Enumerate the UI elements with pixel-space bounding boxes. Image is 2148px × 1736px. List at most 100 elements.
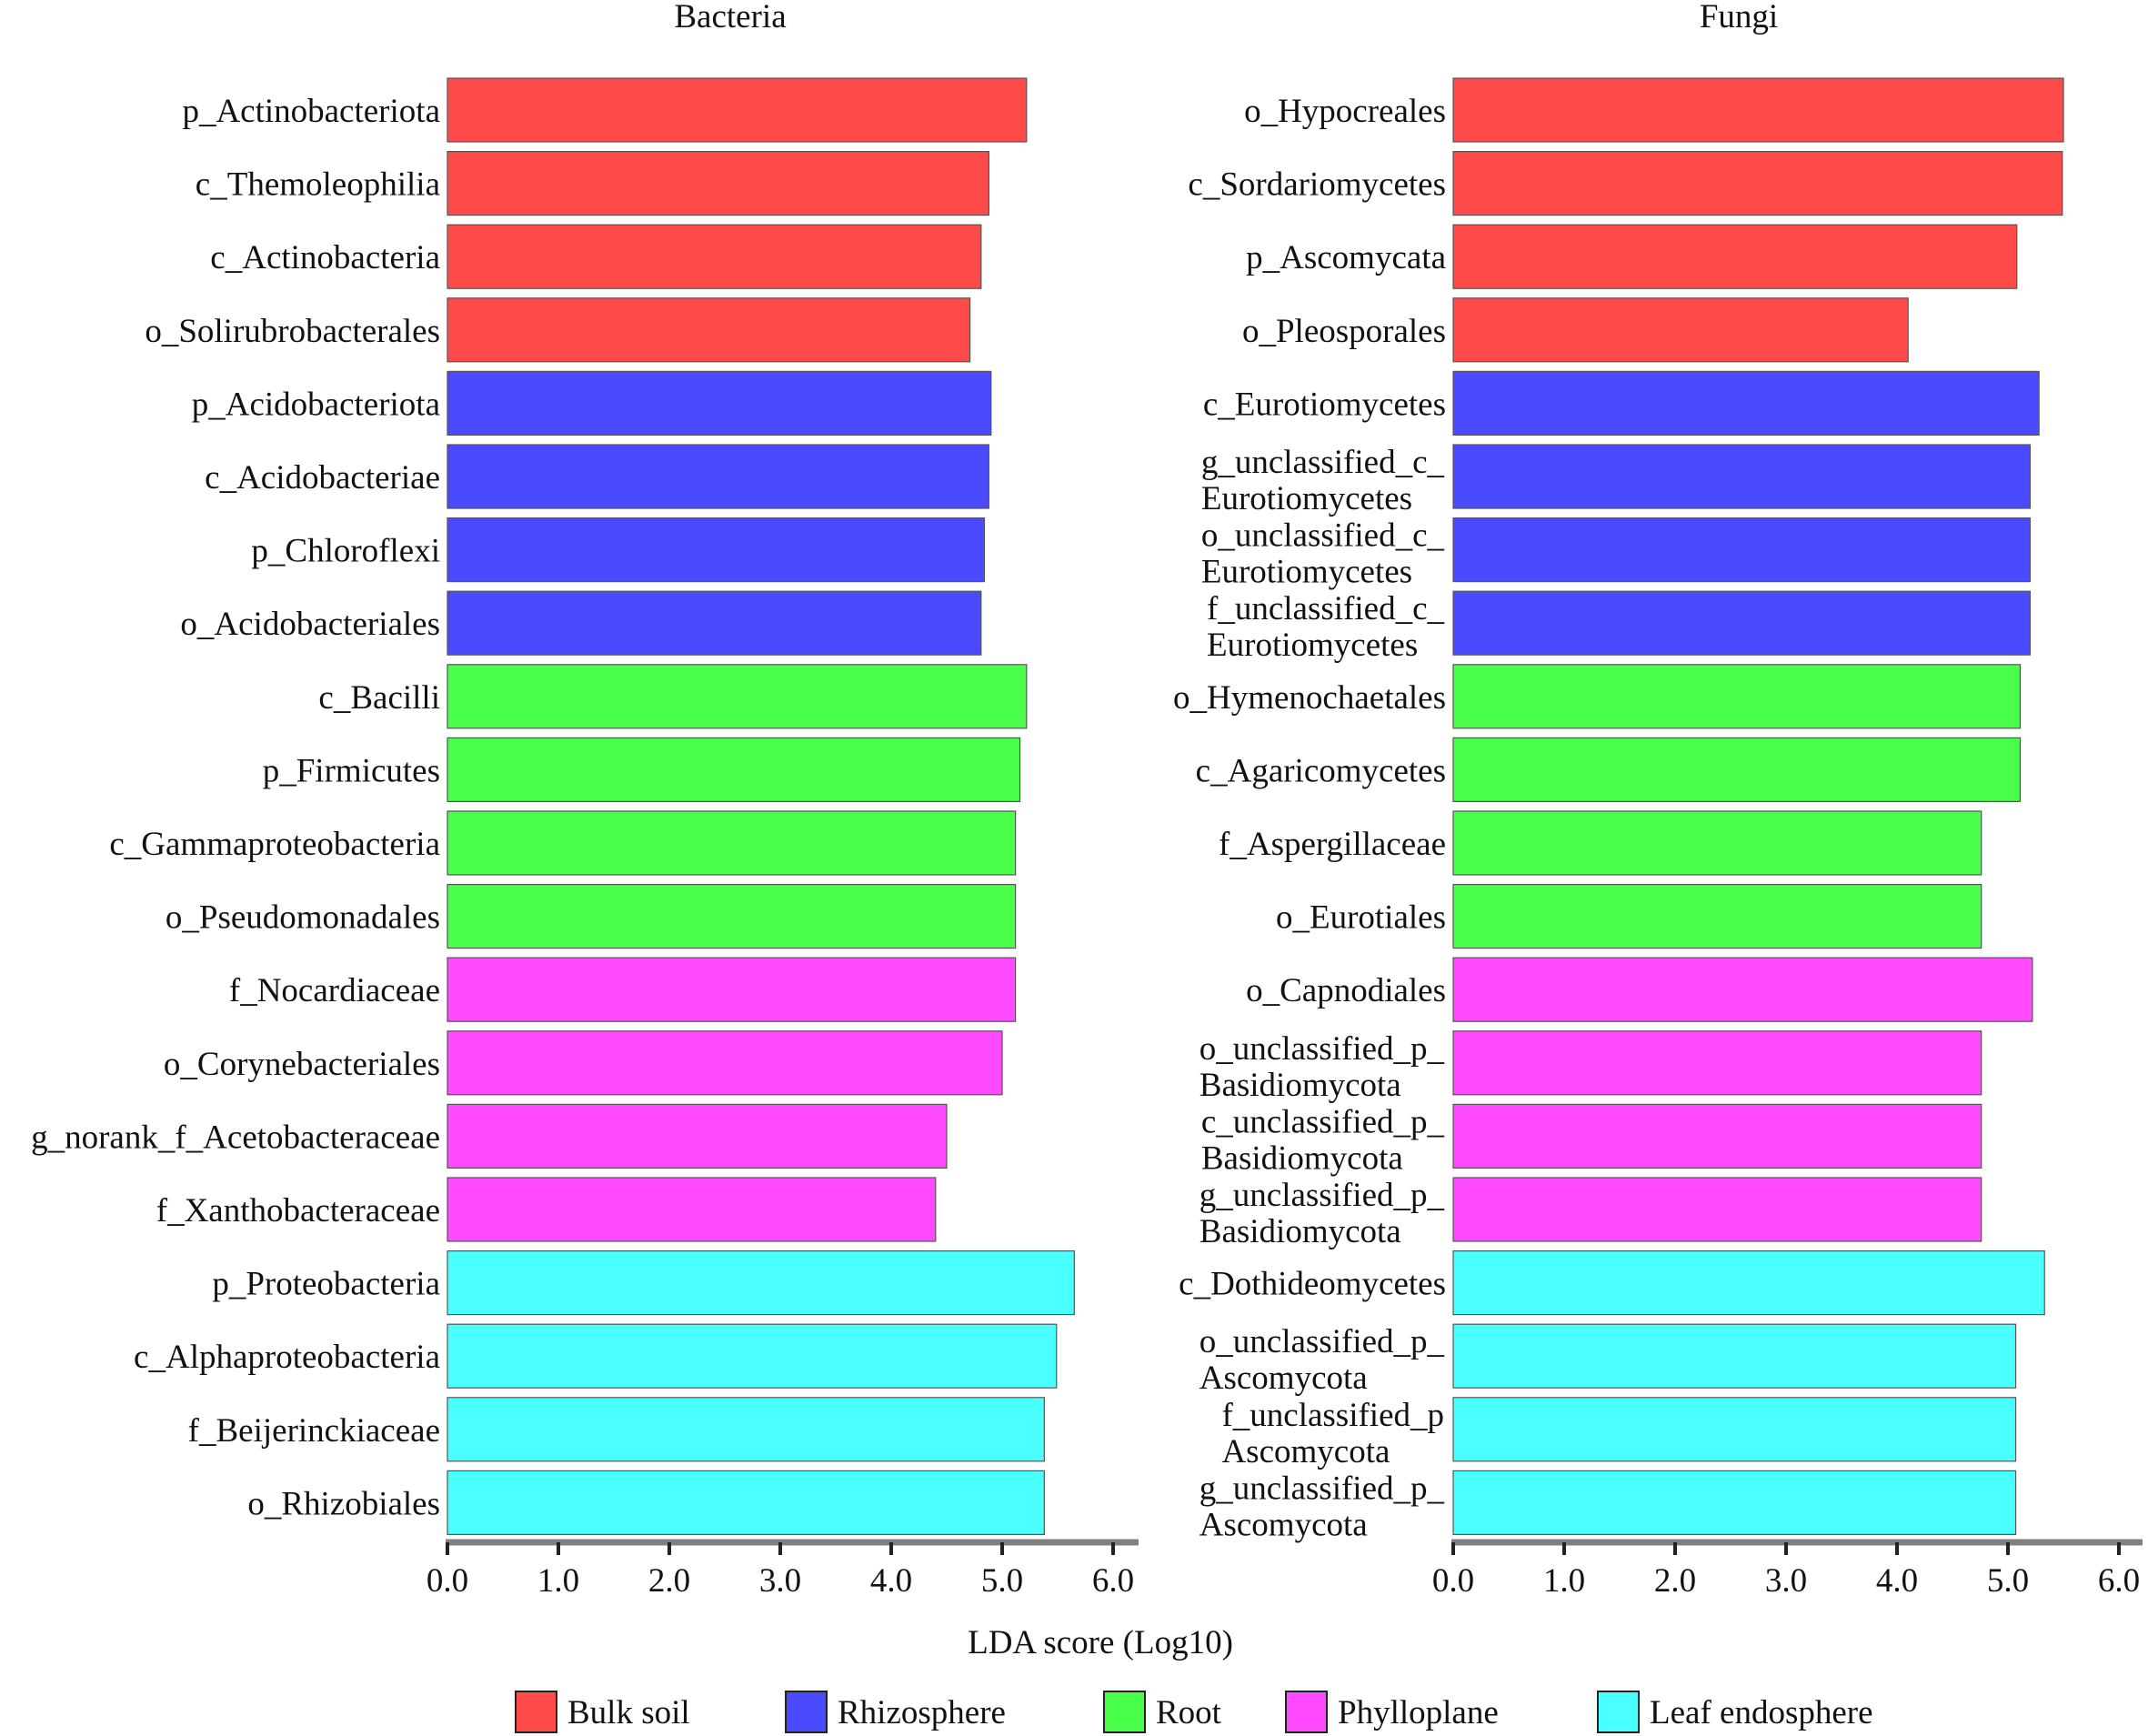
category-label: c_Gammaproteobacteria bbox=[109, 826, 440, 863]
bar bbox=[447, 957, 1017, 1022]
chart-title: Bacteria bbox=[674, 0, 786, 35]
bar bbox=[1452, 1103, 1982, 1169]
bar bbox=[1452, 517, 2032, 583]
bar bbox=[1452, 590, 2032, 656]
bar bbox=[447, 444, 989, 509]
bar bbox=[1452, 224, 2018, 289]
category-label: f_Beijerinckiaceae bbox=[188, 1412, 440, 1450]
category-label: f_unclassified_c_ bbox=[1207, 590, 1444, 627]
category-label: g_unclassified_c_ bbox=[1201, 444, 1445, 481]
category-label: c_Dothideomycetes bbox=[1179, 1266, 1446, 1303]
legend-label-bulk: Bulk soil bbox=[567, 1694, 690, 1731]
category-label: c_Alphaproteobacteria bbox=[134, 1339, 440, 1376]
category-label: Eurotiomycetes bbox=[1201, 480, 1412, 517]
category-label: Ascomycota bbox=[1221, 1433, 1390, 1470]
legend-swatch-phyllo bbox=[1285, 1691, 1328, 1733]
category-label: c_Actinobacteria bbox=[210, 239, 440, 276]
chart-title: Fungi bbox=[1700, 0, 1778, 35]
bar bbox=[447, 297, 971, 363]
bar bbox=[1452, 1470, 2017, 1536]
bar bbox=[447, 590, 982, 656]
category-label: f_Aspergillaceae bbox=[1219, 826, 1446, 863]
chart-panel-fungi: Fungi o_Hypocreales c_Sordariomycetes p_Asc… bbox=[1173, 0, 2143, 1600]
category-label: Basidiomycota bbox=[1199, 1067, 1401, 1104]
bar bbox=[447, 370, 992, 436]
bar bbox=[447, 77, 1028, 143]
category-label: p_Proteobacteria bbox=[212, 1266, 440, 1303]
chart-panel-bacteria: Bacteria p_Actinobacteriota c_Themoleophil… bbox=[31, 0, 1139, 1600]
bar bbox=[447, 1103, 948, 1169]
x-tick-label: 3.0 bbox=[1765, 1562, 1807, 1600]
category-label: o_Eurotiales bbox=[1276, 899, 1446, 937]
category-label: Eurotiomycetes bbox=[1201, 554, 1412, 591]
legend-label-phyllo: Phylloplane bbox=[1338, 1694, 1499, 1731]
category-label: o_Pleosporales bbox=[1242, 313, 1446, 350]
category-label: Ascomycota bbox=[1199, 1360, 1368, 1397]
x-tick-label: 4.0 bbox=[870, 1562, 912, 1600]
bar bbox=[447, 1249, 1075, 1316]
category-label: f_Nocardiaceae bbox=[229, 972, 440, 1009]
category-label: p_Acidobacteriota bbox=[192, 386, 440, 423]
legend: Bulk soil Rhizosphere Root Phylloplane Leaf … bbox=[515, 1691, 1873, 1733]
x-tick-label: 2.0 bbox=[648, 1562, 690, 1600]
category-label: Basidiomycota bbox=[1199, 1213, 1401, 1250]
x-tick-label: 6.0 bbox=[2098, 1562, 2140, 1600]
bar bbox=[447, 151, 989, 216]
bar bbox=[447, 1177, 937, 1242]
category-label: g_norank_f_Acetobacteraceae bbox=[31, 1119, 440, 1156]
legend-swatch-root bbox=[1103, 1691, 1146, 1733]
legend-swatch-bulk bbox=[515, 1691, 557, 1733]
bar bbox=[1452, 1177, 1982, 1242]
category-label: o_Hypocreales bbox=[1244, 93, 1446, 130]
x-tick-label: 0.0 bbox=[427, 1562, 468, 1600]
bar bbox=[1452, 77, 2064, 143]
legend-label-root: Root bbox=[1156, 1694, 1222, 1731]
category-label: o_Solirubrobacterales bbox=[145, 313, 440, 350]
category-label: o_unclassified_p_ bbox=[1199, 1323, 1445, 1360]
x-tick-label: 6.0 bbox=[1092, 1562, 1134, 1600]
bar bbox=[1452, 1397, 2017, 1462]
chart-panels: Bacteria p_Actinobacteriota c_Themoleophil… bbox=[31, 0, 2143, 1600]
category-label: c_Bacilli bbox=[318, 679, 440, 717]
legend-label-rhizo: Rhizosphere bbox=[838, 1694, 1006, 1731]
bar bbox=[1452, 883, 1982, 949]
x-tick-label: 0.0 bbox=[1432, 1562, 1474, 1600]
category-label: f_Xanthobacteraceae bbox=[156, 1192, 440, 1229]
category-label: c_Acidobacteriae bbox=[205, 459, 440, 497]
category-label: Basidiomycota bbox=[1201, 1139, 1403, 1177]
bar bbox=[1452, 1249, 2045, 1316]
bar bbox=[447, 737, 1021, 803]
bar bbox=[447, 517, 986, 583]
category-label: c_Themoleophilia bbox=[196, 166, 440, 204]
category-label: f_unclassified_p bbox=[1221, 1397, 1444, 1434]
x-tick-label: 4.0 bbox=[1876, 1562, 1918, 1600]
bar bbox=[1452, 370, 2040, 436]
category-label: p_Actinobacteriota bbox=[182, 93, 440, 130]
category-label: c_unclassified_p_ bbox=[1201, 1103, 1445, 1140]
bar bbox=[1452, 444, 2032, 509]
legend-swatch-rhizo bbox=[785, 1691, 828, 1733]
x-axis-label: LDA score (Log10) bbox=[968, 1624, 1233, 1661]
category-label: o_Acidobacteriales bbox=[180, 606, 440, 643]
category-label: p_Firmicutes bbox=[263, 752, 440, 789]
bar bbox=[447, 810, 1017, 876]
bar bbox=[447, 1470, 1045, 1536]
bar bbox=[1452, 1323, 2017, 1389]
category-label: o_Capnodiales bbox=[1246, 972, 1446, 1009]
bar bbox=[1452, 810, 1982, 876]
category-label: g_unclassified_p_ bbox=[1199, 1470, 1445, 1507]
x-tick-label: 3.0 bbox=[759, 1562, 801, 1600]
category-label: c_Sordariomycetes bbox=[1188, 166, 1446, 204]
category-label: Eurotiomycetes bbox=[1207, 627, 1418, 664]
bar bbox=[1452, 664, 2022, 729]
category-label: g_unclassified_p_ bbox=[1199, 1177, 1445, 1214]
bar bbox=[447, 664, 1028, 729]
category-label: o_unclassified_p_ bbox=[1199, 1030, 1445, 1068]
category-label: c_Agaricomycetes bbox=[1196, 752, 1446, 789]
category-label: o_unclassified_c_ bbox=[1201, 517, 1445, 555]
x-tick-label: 1.0 bbox=[1543, 1562, 1585, 1600]
category-label: o_Rhizobiales bbox=[247, 1485, 440, 1522]
bar bbox=[1452, 737, 2022, 803]
